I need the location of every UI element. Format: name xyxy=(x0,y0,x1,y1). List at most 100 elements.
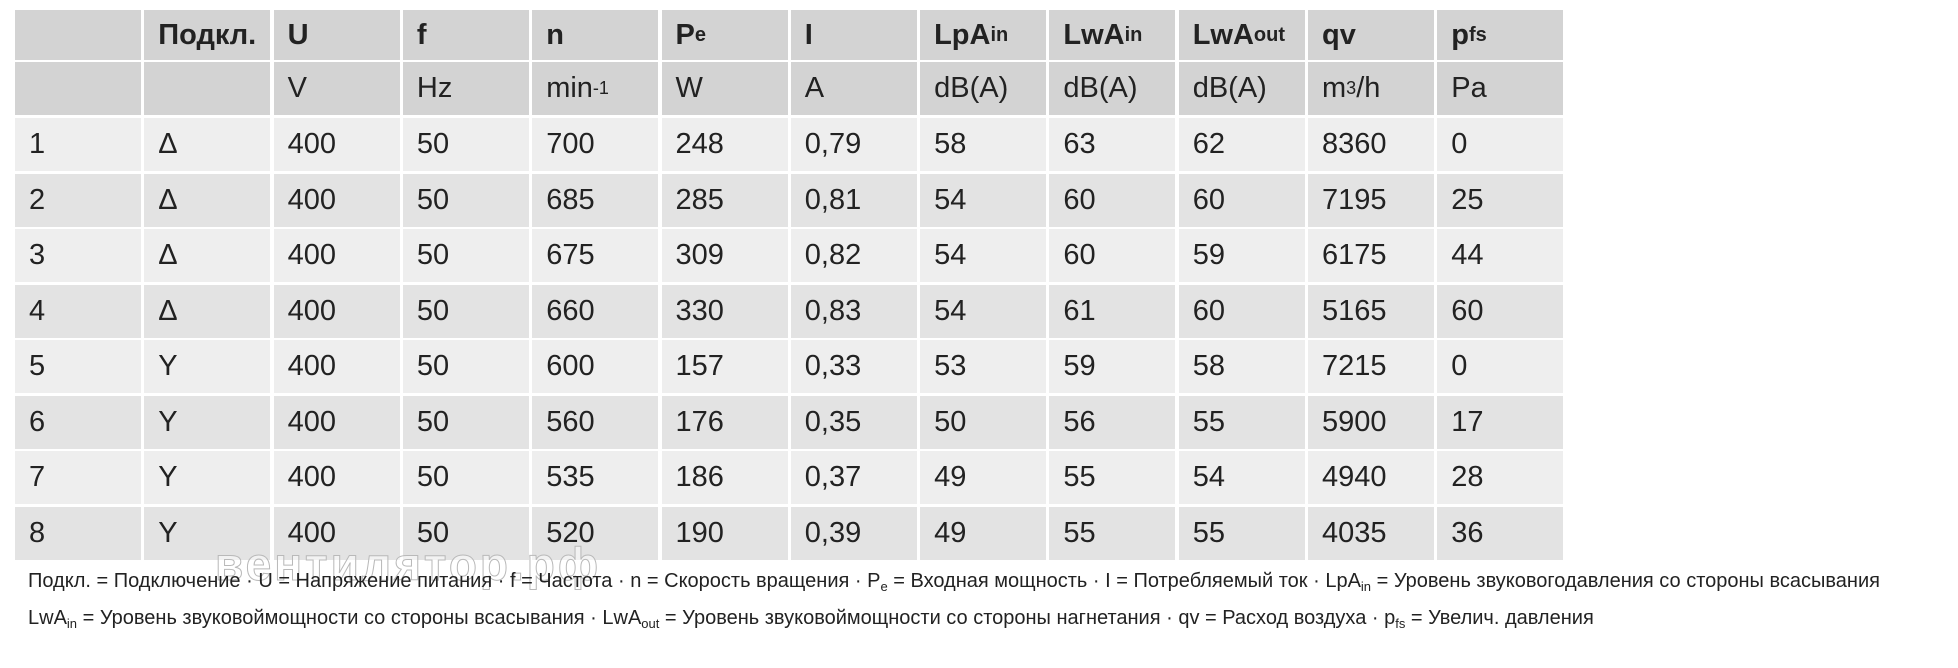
table-cell: 2 xyxy=(15,173,141,227)
text-segment: W xyxy=(675,72,703,104)
table-cell: 50 xyxy=(402,395,529,449)
table-cell: 330 xyxy=(661,284,788,338)
table-cell: 54 xyxy=(920,173,1047,227)
header-cell: dB(A) xyxy=(920,62,1047,115)
table-cell: 55 xyxy=(1178,506,1305,560)
table-cell: 59 xyxy=(1049,340,1176,393)
table-cell: 62 xyxy=(1178,118,1305,171)
text-segment: in xyxy=(1360,579,1372,594)
watermark: вентилятор.рф xyxy=(214,538,602,591)
text-segment: LwA xyxy=(28,607,67,629)
table-cell: 400 xyxy=(273,118,400,171)
table-cell: Y xyxy=(144,506,271,560)
table-cell: Δ xyxy=(144,284,271,338)
table-cell: Δ xyxy=(144,118,271,171)
text-segment: in xyxy=(990,23,1009,46)
table-cell: 0,33 xyxy=(790,340,917,393)
table-cell: 5900 xyxy=(1308,395,1434,449)
header-cell: LwA out xyxy=(1178,10,1305,60)
table-cell: 56 xyxy=(1049,395,1176,449)
table-cell: Y xyxy=(144,340,271,393)
header-cell: A xyxy=(790,62,917,115)
text-segment: = Увелич. давления xyxy=(1405,607,1594,629)
table-cell: 58 xyxy=(920,118,1047,171)
table-cell: 400 xyxy=(273,173,400,227)
table-cell: 660 xyxy=(532,284,659,338)
text-segment: V xyxy=(287,72,307,104)
table-cell: 400 xyxy=(273,451,400,504)
table-cell: 0,35 xyxy=(790,395,917,449)
header-cell: LwA in xyxy=(1049,10,1176,60)
table-cell: 0,81 xyxy=(790,173,917,227)
table-cell: 248 xyxy=(661,118,788,171)
table-cell: 54 xyxy=(1178,451,1305,504)
table-cell: 400 xyxy=(273,284,400,338)
text-segment: fs xyxy=(1469,23,1487,46)
table-cell: 685 xyxy=(532,173,659,227)
header-cell xyxy=(144,62,271,115)
header-cell: f xyxy=(402,10,529,60)
table-cell: 50 xyxy=(402,118,529,171)
header-cell: I xyxy=(790,10,917,60)
text-segment: U xyxy=(287,18,309,51)
table-cell: 50 xyxy=(402,229,529,282)
table-cell: 0,82 xyxy=(790,229,917,282)
table-cell: 535 xyxy=(532,451,659,504)
table-cell: 50 xyxy=(402,284,529,338)
table-cell: 190 xyxy=(661,506,788,560)
table-cell: 0,83 xyxy=(790,284,917,338)
table-cell: Δ xyxy=(144,173,271,227)
table-cell: 50 xyxy=(920,395,1047,449)
table-cell: 17 xyxy=(1437,395,1564,449)
table-cell: 0 xyxy=(1437,118,1564,171)
table-cell: 7195 xyxy=(1308,173,1434,227)
text-segment: -1 xyxy=(592,78,609,98)
table-cell: 36 xyxy=(1437,506,1564,560)
header-cell: Подкл. xyxy=(144,10,271,60)
table-cell: 25 xyxy=(1437,173,1564,227)
table-cell: 520 xyxy=(532,506,659,560)
text-segment: Pa xyxy=(1451,72,1487,104)
text-segment: Подкл. = Подключение · U = Напряжение пи… xyxy=(28,570,881,592)
table-cell: 58 xyxy=(1178,340,1305,393)
table-cell: 7215 xyxy=(1308,340,1434,393)
table-cell: 54 xyxy=(920,284,1047,338)
table-cell: 0,37 xyxy=(790,451,917,504)
table-cell: 50 xyxy=(402,451,529,504)
table-cell: 4 xyxy=(15,284,141,338)
header-cell: W xyxy=(661,62,788,115)
text-segment: n xyxy=(546,18,564,51)
text-segment: qv xyxy=(1322,18,1356,51)
table-cell: Δ xyxy=(144,229,271,282)
text-segment: m xyxy=(1322,72,1347,104)
table-cell: 6175 xyxy=(1308,229,1434,282)
table-cell: 400 xyxy=(273,506,400,560)
table-cell: 400 xyxy=(273,229,400,282)
text-segment: LwA xyxy=(1192,18,1254,51)
table-cell: 400 xyxy=(273,395,400,449)
table-cell: 60 xyxy=(1178,284,1305,338)
table-cell: 0,79 xyxy=(790,118,917,171)
header-cell: n xyxy=(532,10,659,60)
text-segment: Hz xyxy=(416,72,453,104)
text-segment: dB(A) xyxy=(934,72,1009,104)
header-cell: Pa xyxy=(1437,62,1564,115)
table-cell: 0,39 xyxy=(790,506,917,560)
text-segment: p xyxy=(1451,18,1470,51)
table-cell: 54 xyxy=(920,229,1047,282)
table-cell: 1 xyxy=(15,118,141,171)
table-cell: 157 xyxy=(661,340,788,393)
text-segment: = Уровень звуковоймощности со стороны вс… xyxy=(77,607,642,629)
text-segment: out xyxy=(1253,23,1285,46)
header-cell xyxy=(15,10,141,60)
table-cell: 55 xyxy=(1049,506,1176,560)
table-cell: 3 xyxy=(15,229,141,282)
text-segment: min xyxy=(546,72,593,104)
table-cell: 63 xyxy=(1049,118,1176,171)
text-segment: dB(A) xyxy=(1063,72,1138,104)
table-cell: 4035 xyxy=(1308,506,1434,560)
table-cell: 600 xyxy=(532,340,659,393)
text-segment: I xyxy=(804,18,813,51)
table-cell: 560 xyxy=(532,395,659,449)
